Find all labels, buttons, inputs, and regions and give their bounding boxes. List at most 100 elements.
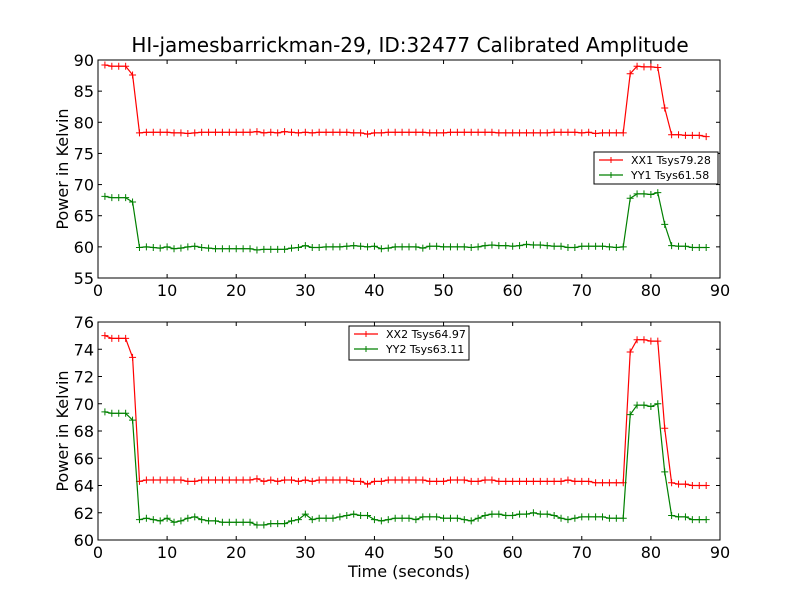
data-point-marker [467,517,475,525]
top-subplot: 0 10 20 30 40 50 60 70 80 90 55 60 65 70 75 80 85 90 Power… [53,51,730,300]
data-point-marker [288,517,296,525]
data-point-marker [301,242,309,250]
y-tick-label: 60 [74,238,94,257]
data-point-marker [149,516,157,524]
data-point-marker [453,514,461,522]
data-point-marker [225,245,233,253]
data-point-marker [177,129,185,137]
data-point-marker [232,476,240,484]
data-point-marker [543,477,551,485]
data-point-marker [336,476,344,484]
data-point-marker [301,476,309,484]
data-point-marker [557,242,565,250]
data-point-marker [129,198,137,206]
data-point-marker [336,128,344,136]
data-point-marker [370,242,378,250]
data-point-marker [405,514,413,522]
x-tick-label: 70 [572,543,592,562]
data-point-marker [481,242,489,250]
data-point-marker [191,242,199,250]
data-point-marker [322,514,330,522]
data-point-marker [329,243,337,251]
data-point-marker [419,476,427,484]
data-point-marker [225,128,233,136]
data-point-marker [308,243,316,251]
bottom-subplot: 0 10 20 30 40 50 60 70 80 90 60 62 64 66 68 70 72 74 76 Pow… [53,313,730,581]
data-point-marker [702,516,710,524]
data-point-marker [502,511,510,519]
data-point-marker [260,521,268,529]
x-tick-label: 70 [572,281,592,300]
data-point-marker [205,476,213,484]
data-point-marker [605,243,613,251]
data-point-marker [156,244,164,252]
data-point-marker [308,129,316,137]
data-point-marker [211,517,219,525]
data-point-marker [467,243,475,251]
data-point-marker [163,243,171,251]
data-point-marker [129,416,137,424]
data-point-marker [322,128,330,136]
data-point-marker [198,128,206,136]
legend-box [593,151,719,185]
data-point-marker [675,242,683,250]
data-point-marker [502,242,510,250]
y-tick-label: 60 [74,531,94,550]
data-point-marker [218,245,226,253]
data-point-marker [205,517,213,525]
data-point-marker [681,513,689,521]
data-point-marker [675,513,683,521]
data-point-marker [108,62,116,70]
data-point-marker [315,243,323,251]
data-point-marker [308,516,316,524]
data-point-marker [149,243,157,251]
y-axis-label: Power in Kelvin [53,108,72,229]
data-point-marker [433,129,441,137]
data-point-marker [440,129,448,137]
data-point-marker [688,131,696,139]
data-point-marker [364,243,372,251]
data-point-marker [446,476,454,484]
data-point-marker [474,514,482,522]
data-point-marker [142,128,150,136]
data-point-marker [605,129,613,137]
data-point-marker [267,245,275,253]
data-point-marker [177,244,185,252]
data-point-marker [550,128,558,136]
data-point-marker [294,477,302,485]
data-point-marker [474,128,482,136]
data-point-marker [557,514,565,522]
data-point-marker [288,476,296,484]
data-point-marker [149,476,157,484]
data-point-marker [288,128,296,136]
y-tick-label: 72 [74,368,94,387]
data-point-marker [239,518,247,526]
data-point-marker [246,245,254,253]
data-point-marker [108,409,116,417]
data-point-marker [536,510,544,518]
data-point-marker [488,241,496,249]
data-point-marker [571,243,579,251]
data-point-marker [364,130,372,138]
data-point-marker [211,476,219,484]
data-point-marker [384,476,392,484]
data-point-marker [702,243,710,251]
data-point-marker [198,476,206,484]
data-point-marker [474,477,482,485]
data-point-marker [550,242,558,250]
data-point-marker [191,477,199,485]
data-point-marker [571,128,579,136]
data-point-marker [633,336,641,344]
data-point-marker [211,128,219,136]
x-tick-label: 50 [433,281,453,300]
data-point-marker [578,513,586,521]
data-point-marker [633,401,641,409]
data-point-marker [129,353,137,361]
data-point-marker [440,477,448,485]
data-point-marker [460,243,468,251]
y-tick-label: 64 [74,477,94,496]
data-point-marker [142,514,150,522]
data-point-marker [398,476,406,484]
data-point-marker [578,129,586,137]
data-point-marker [612,129,620,137]
